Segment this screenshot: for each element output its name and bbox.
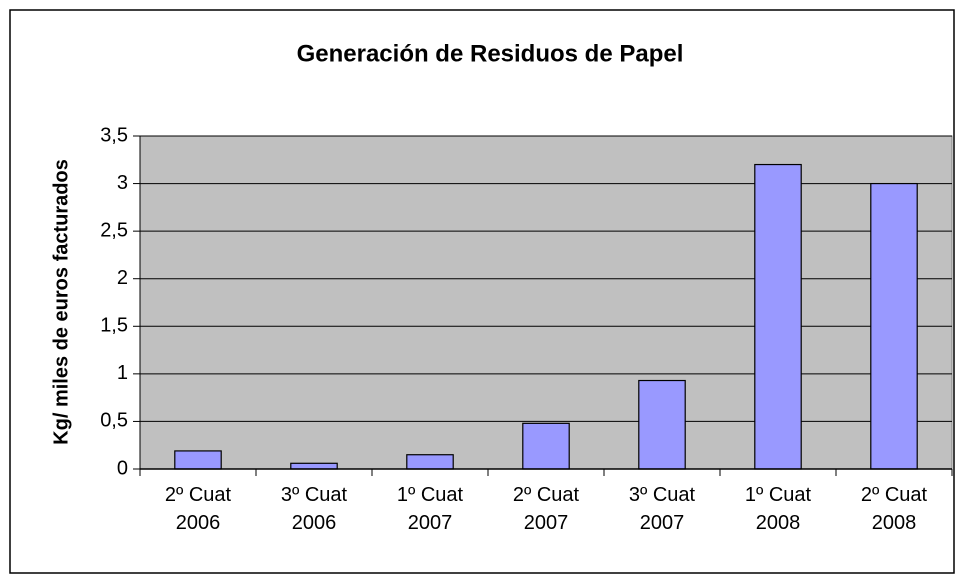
x-tick-label: 1º Cuat 2007 [396, 484, 464, 534]
y-tick-label: 0,5 [100, 410, 128, 432]
bar [754, 163, 802, 470]
x-tick-label: 2º Cuat 2007 [512, 484, 580, 534]
bar [638, 379, 686, 470]
y-tick-label: 2 [117, 267, 128, 289]
bar [870, 182, 918, 470]
y-tick-label: 3 [117, 172, 128, 194]
y-tick-label: 1 [117, 362, 128, 384]
y-axis-label: Kg/ miles de euros facturados [50, 159, 72, 445]
chart-title: Generación de Residuos de Papel [297, 40, 684, 67]
bar [174, 450, 222, 470]
bar [522, 422, 570, 470]
y-tick-label: 3,5 [100, 124, 128, 146]
y-tick-label: 2,5 [100, 219, 128, 241]
x-tick-label: 3º Cuat 2006 [280, 484, 348, 534]
y-tick-label: 0 [117, 457, 128, 479]
x-tick-label: 1º Cuat 2008 [744, 484, 812, 534]
plot-area [139, 135, 953, 470]
x-tick-label: 3º Cuat 2007 [628, 484, 696, 534]
bar [290, 462, 338, 470]
x-tick-label: 2º Cuat 2006 [164, 484, 232, 534]
bar [406, 454, 454, 470]
x-tick-label: 2º Cuat 2008 [860, 484, 928, 534]
y-tick-label: 1,5 [100, 315, 128, 337]
